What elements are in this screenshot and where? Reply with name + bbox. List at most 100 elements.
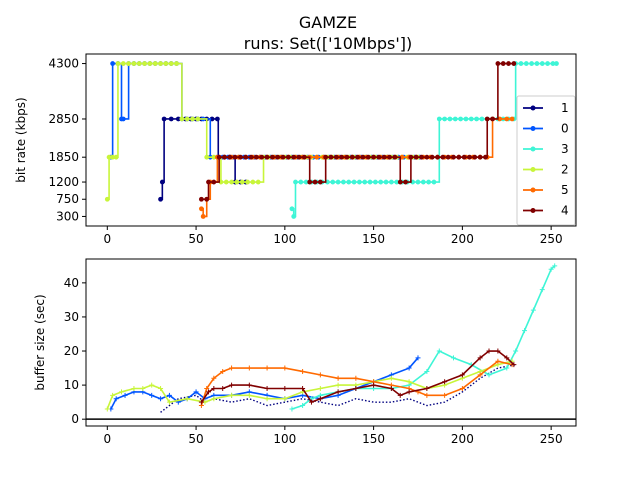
data-point-4 bbox=[229, 382, 235, 388]
data-point-3 bbox=[293, 179, 298, 185]
data-point-4 bbox=[232, 154, 238, 160]
data-point-3 bbox=[388, 179, 394, 185]
series-line-2 bbox=[106, 360, 513, 410]
legend-marker-0 bbox=[530, 126, 536, 131]
data-point-4 bbox=[275, 154, 281, 160]
data-point-3 bbox=[383, 179, 389, 185]
data-point-0 bbox=[158, 396, 164, 402]
legend-label-0: 0 bbox=[561, 122, 569, 136]
data-point-5 bbox=[495, 358, 501, 364]
data-point-4 bbox=[495, 348, 501, 354]
x-tick-label: 150 bbox=[362, 232, 385, 246]
data-point-4 bbox=[440, 154, 446, 160]
data-point-3 bbox=[303, 179, 309, 185]
data-point-4 bbox=[296, 154, 302, 160]
data-point-5 bbox=[477, 372, 483, 378]
data-point-4 bbox=[500, 61, 506, 66]
data-point-4 bbox=[344, 154, 350, 160]
data-point-4 bbox=[486, 348, 492, 354]
data-point-3 bbox=[415, 179, 421, 185]
data-point-4 bbox=[424, 154, 430, 160]
data-point-4 bbox=[282, 386, 288, 392]
data-point-4 bbox=[490, 116, 495, 122]
data-point-4 bbox=[397, 179, 403, 185]
x-tick-label: 100 bbox=[273, 432, 296, 446]
data-point-2 bbox=[106, 154, 112, 160]
data-point-2 bbox=[245, 179, 250, 185]
data-point-1 bbox=[158, 196, 163, 202]
data-point-5 bbox=[353, 375, 359, 381]
data-point-3 bbox=[298, 179, 304, 185]
x-tick-label: 0 bbox=[103, 232, 111, 246]
data-point-0 bbox=[149, 392, 155, 398]
data-point-4 bbox=[445, 154, 451, 160]
data-point-3 bbox=[486, 372, 492, 378]
data-point-4 bbox=[227, 154, 233, 160]
data-point-4 bbox=[206, 389, 211, 395]
data-point-4 bbox=[339, 154, 345, 160]
data-point-3 bbox=[522, 328, 528, 334]
data-point-2 bbox=[239, 179, 245, 185]
data-point-4 bbox=[307, 179, 313, 185]
data-point-4 bbox=[300, 386, 306, 392]
data-point-3 bbox=[367, 179, 373, 185]
data-point-5 bbox=[335, 375, 341, 381]
legend-label-4: 4 bbox=[561, 204, 569, 218]
data-point-3 bbox=[442, 116, 448, 122]
data-point-4 bbox=[333, 154, 339, 160]
data-point-2 bbox=[317, 386, 323, 392]
data-point-4 bbox=[435, 154, 440, 160]
data-point-4 bbox=[511, 61, 517, 66]
data-point-4 bbox=[280, 154, 286, 160]
data-point-4 bbox=[308, 399, 314, 405]
x-tick-label: 250 bbox=[540, 232, 563, 246]
data-point-3 bbox=[300, 403, 306, 409]
y-tick-label: 10 bbox=[64, 378, 79, 392]
data-point-0 bbox=[110, 61, 116, 66]
data-point-1 bbox=[159, 179, 165, 185]
data-point-2 bbox=[174, 61, 179, 66]
data-point-5 bbox=[459, 386, 465, 392]
data-point-4 bbox=[461, 154, 467, 160]
figure-subtitle: runs: Set(['10Mbps']) bbox=[244, 34, 413, 53]
plot-area-bottom bbox=[104, 263, 558, 413]
data-point-3 bbox=[552, 263, 558, 269]
y-tick-label: 20 bbox=[64, 344, 79, 358]
data-point-3 bbox=[468, 116, 474, 122]
data-point-2 bbox=[229, 392, 235, 398]
data-point-3 bbox=[351, 179, 357, 185]
plot-area-top bbox=[104, 61, 559, 219]
data-point-4 bbox=[442, 379, 448, 385]
data-point-2 bbox=[335, 382, 341, 388]
data-point-2 bbox=[115, 61, 121, 66]
data-point-2 bbox=[211, 396, 217, 402]
data-point-3 bbox=[518, 61, 524, 66]
data-point-4 bbox=[243, 154, 249, 160]
data-point-4 bbox=[477, 154, 483, 160]
data-point-1 bbox=[214, 116, 220, 122]
data-point-4 bbox=[365, 154, 371, 160]
data-point-4 bbox=[467, 154, 472, 160]
axes-frame-top bbox=[85, 53, 577, 227]
data-point-0 bbox=[415, 355, 421, 361]
legend-marker-2 bbox=[530, 167, 536, 172]
x-tick-label: 50 bbox=[188, 432, 203, 446]
y-tick-label: 0 bbox=[71, 412, 79, 426]
data-point-3 bbox=[534, 61, 540, 66]
data-point-4 bbox=[349, 154, 355, 160]
data-point-2 bbox=[234, 179, 240, 185]
y-axis-label: bit rate (kbps) bbox=[14, 97, 28, 182]
data-point-5 bbox=[509, 116, 515, 122]
data-point-5 bbox=[300, 368, 306, 374]
data-point-3 bbox=[431, 179, 437, 185]
data-point-2 bbox=[126, 61, 132, 66]
data-point-3 bbox=[548, 266, 554, 272]
data-point-4 bbox=[406, 389, 412, 395]
data-point-3 bbox=[479, 116, 485, 122]
data-point-3 bbox=[463, 116, 469, 122]
data-point-0 bbox=[122, 392, 128, 398]
data-point-0 bbox=[193, 389, 199, 395]
x-tick-label: 200 bbox=[451, 432, 474, 446]
data-point-4 bbox=[222, 154, 227, 160]
